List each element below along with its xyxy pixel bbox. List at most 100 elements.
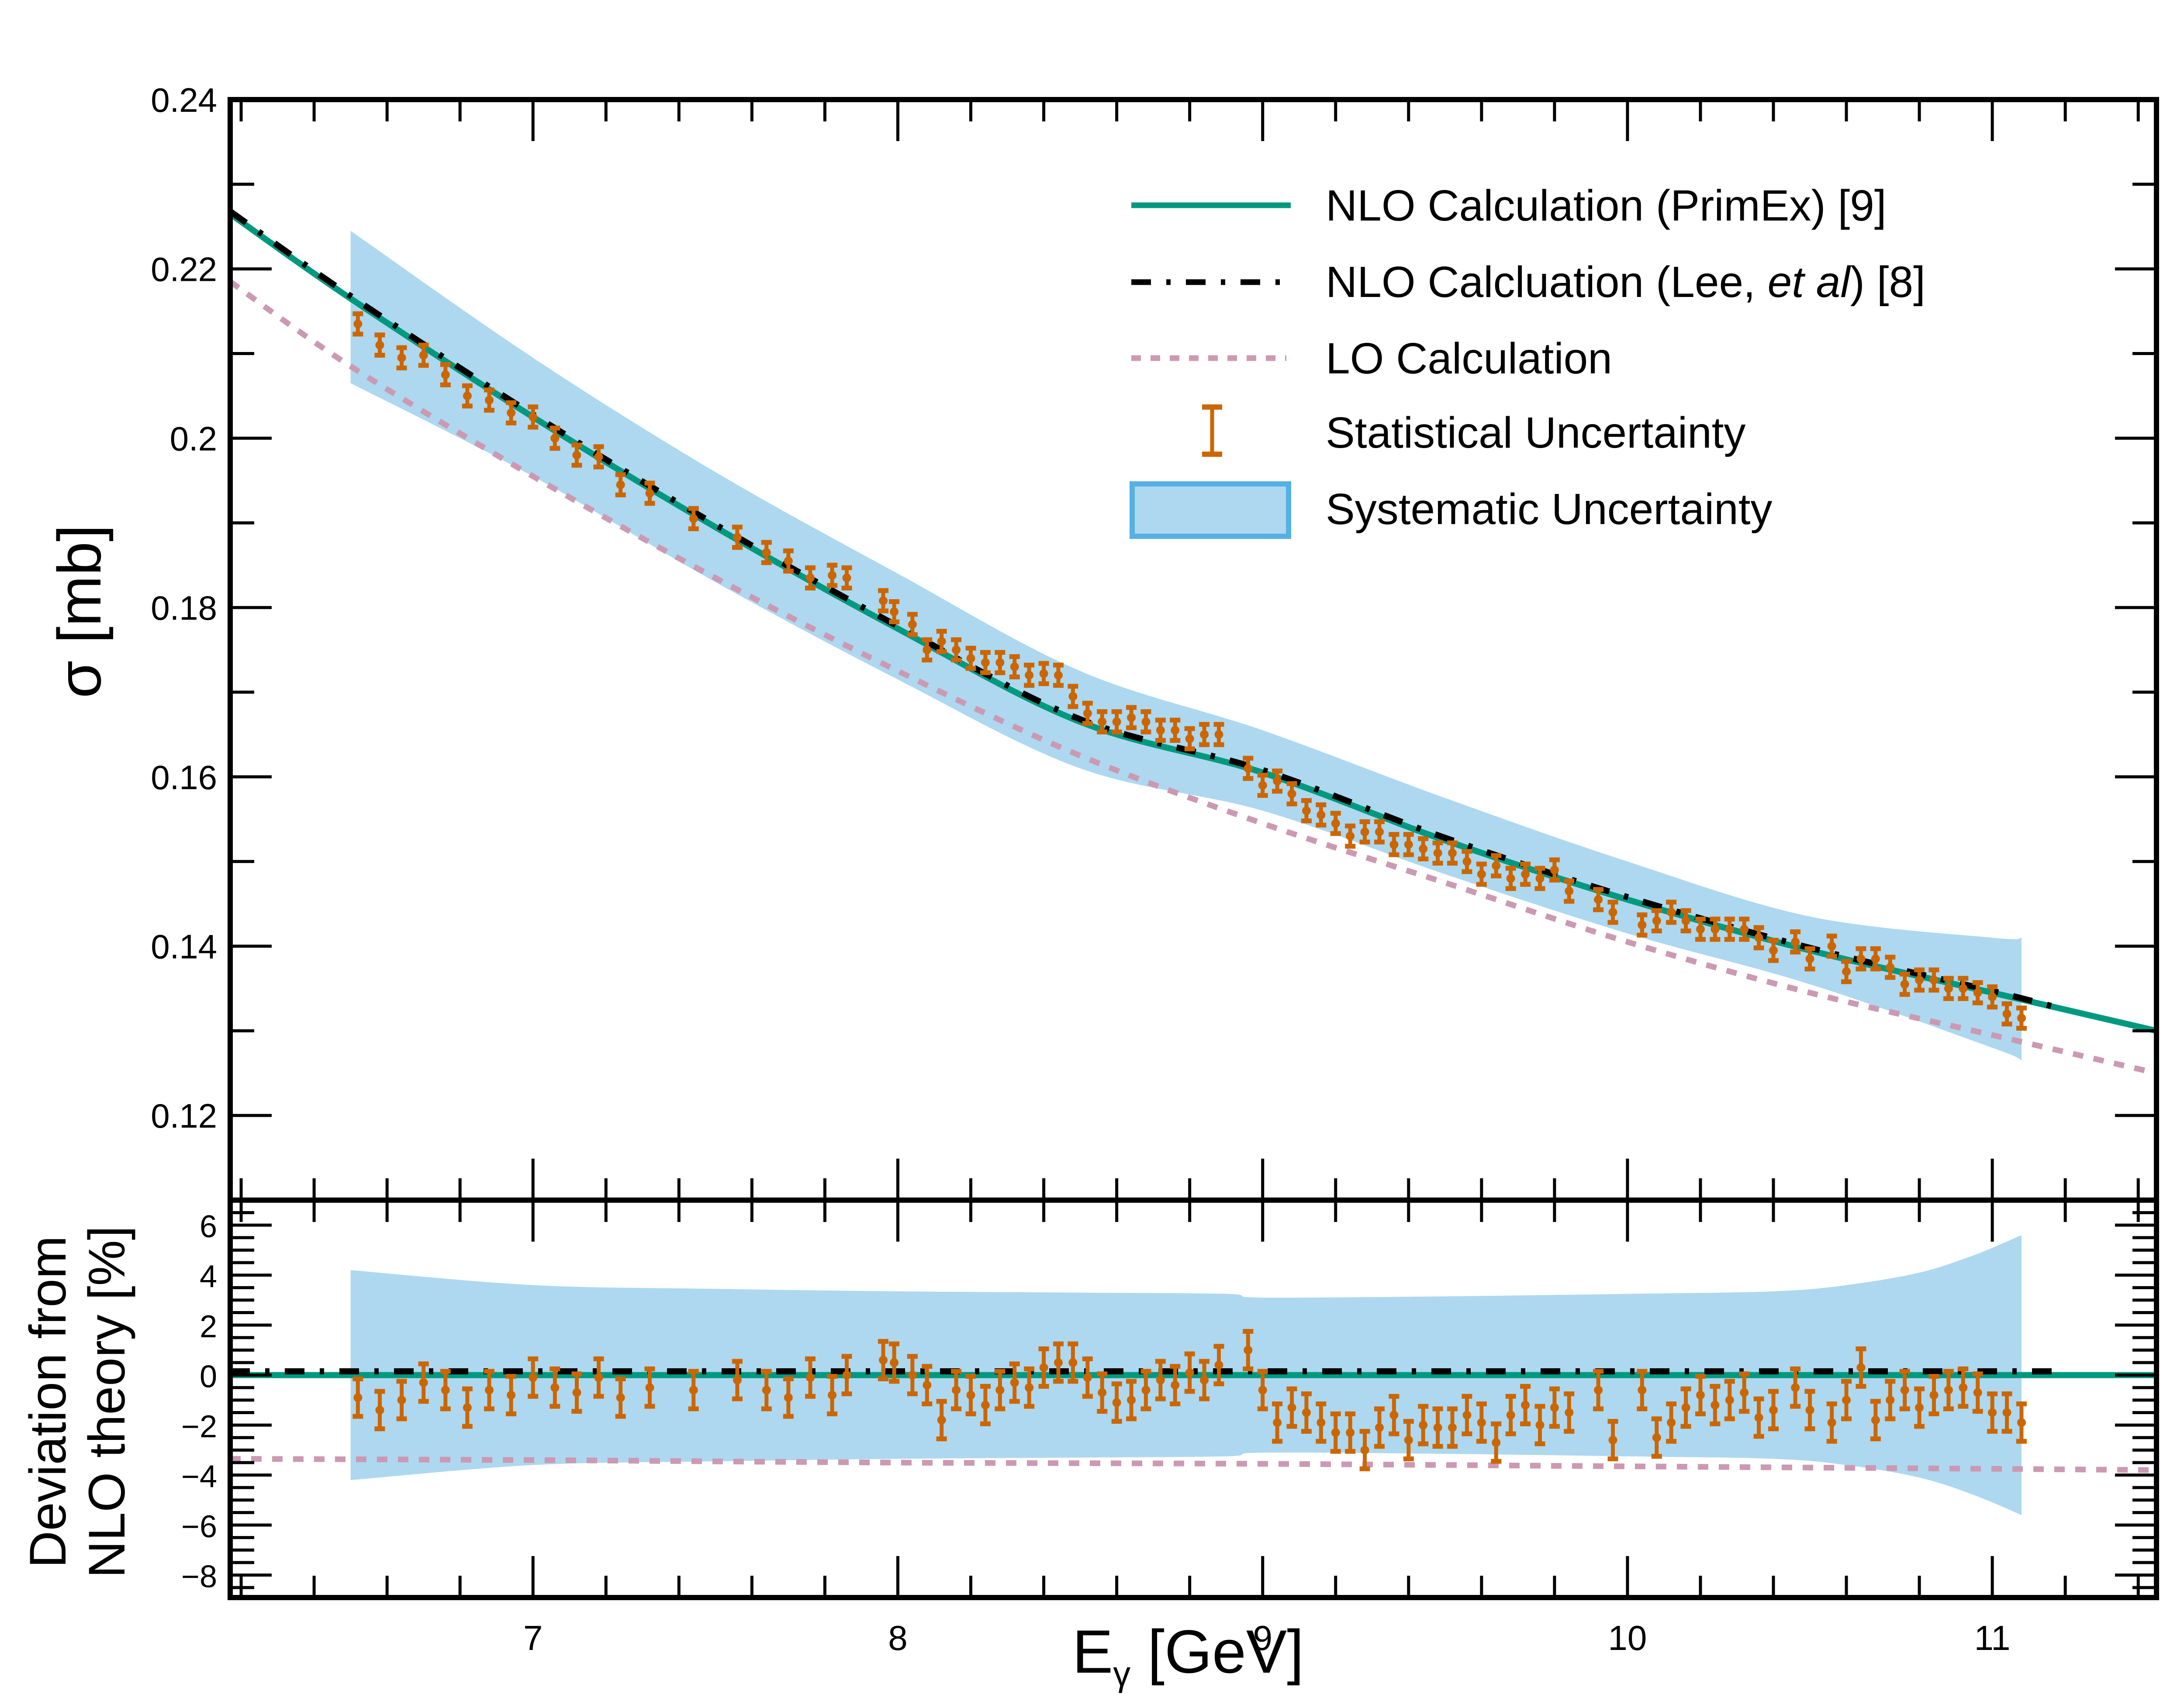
marker <box>908 620 917 629</box>
marker <box>1127 713 1136 722</box>
marker <box>1068 692 1078 701</box>
upper-data-point <box>1739 916 1750 942</box>
marker <box>1287 1403 1296 1412</box>
lower-data-point <box>1899 1369 1910 1412</box>
lower-data-point <box>1856 1346 1866 1389</box>
marker <box>2017 1014 2026 1023</box>
upper-systematic-band <box>350 231 2022 1061</box>
upper-nlo-primex-curve <box>228 211 2157 1034</box>
legend-label-nlo-lee-part-1: NLO Calcluation (Lee, <box>1326 258 1768 307</box>
legend-label-nlo-lee: NLO Calcluation (Lee, et al) [8] <box>1326 258 1925 307</box>
upper-data-point <box>1651 908 1662 934</box>
marker <box>419 351 428 360</box>
marker <box>966 1391 975 1400</box>
marker <box>1185 1368 1194 1377</box>
marker <box>1244 764 1253 773</box>
legend-swatch-errorbar-icon <box>1202 404 1222 457</box>
lower-data-point <box>965 1374 976 1416</box>
lower-data-point <box>1476 1401 1487 1444</box>
marker <box>890 607 899 616</box>
marker <box>1667 908 1676 917</box>
upper-data-point <box>1841 959 1852 984</box>
upper-data-point <box>1505 866 1516 891</box>
marker <box>441 370 450 379</box>
marker <box>1769 1405 1778 1415</box>
lower-data-point <box>1359 1429 1370 1471</box>
marker <box>995 1385 1005 1394</box>
upper-data-point <box>1885 955 1896 980</box>
marker <box>1506 874 1515 883</box>
top-mask <box>0 0 2184 97</box>
upper-data-point <box>352 311 363 337</box>
upper-data-point <box>1053 663 1064 688</box>
marker <box>1886 1395 1895 1405</box>
upper-data-point <box>1790 929 1801 955</box>
marker <box>616 480 625 489</box>
marker <box>1287 789 1296 798</box>
upper-data-point <box>1753 925 1764 950</box>
upper-data-point <box>1345 823 1356 849</box>
marker <box>689 514 698 523</box>
lower-data-point <box>1257 1369 1268 1412</box>
upper-data-point <box>732 525 743 550</box>
marker <box>1433 849 1442 858</box>
marker <box>485 1385 494 1394</box>
upper-data-point <box>1768 938 1779 963</box>
upper-data-point <box>1403 832 1414 857</box>
marker <box>784 1393 793 1402</box>
x-tick-label: 9 <box>1253 1619 1272 1657</box>
marker <box>806 1373 815 1382</box>
y-tick-label: 4 <box>200 1260 217 1294</box>
marker <box>375 341 384 350</box>
marker <box>1200 1376 1209 1385</box>
marker <box>1842 1395 1851 1405</box>
lower-data-point <box>936 1399 947 1442</box>
lower-data-point <box>1462 1394 1472 1436</box>
marker <box>890 1358 899 1367</box>
marker <box>507 1391 516 1400</box>
upper-data-point <box>528 404 539 430</box>
marker <box>1871 954 1880 963</box>
lower-y-axis-title-line-1: Deviation from <box>19 1236 77 1568</box>
marker <box>1900 980 1909 989</box>
marker <box>1973 1388 1982 1397</box>
lower-data-point <box>1804 1389 1815 1432</box>
legend-label-nlo-primex: NLO Calculation (PrimEx) [9] <box>1326 181 1887 230</box>
upper-data-point <box>965 645 976 671</box>
marker <box>1404 1436 1413 1445</box>
upper-data-point <box>1972 980 1983 1005</box>
marker <box>1521 870 1530 879</box>
upper-data-point <box>549 425 560 451</box>
upper-data-point <box>1447 840 1458 866</box>
marker <box>2002 1009 2011 1018</box>
marker <box>1827 942 1836 951</box>
marker <box>879 596 888 605</box>
upper-data-point <box>1462 849 1472 874</box>
upper-data-point <box>922 637 933 663</box>
lower-data-point <box>1724 1379 1735 1422</box>
marker <box>1973 988 1982 997</box>
lower-data-point <box>1695 1374 1706 1416</box>
upper-data-point <box>1593 887 1604 912</box>
lower-data-point <box>2001 1391 2012 1434</box>
marker <box>1112 1398 1121 1407</box>
lower-data-point <box>732 1359 743 1401</box>
upper-data-point <box>1272 768 1283 794</box>
lower-data-point <box>2016 1401 2027 1444</box>
upper-data-point <box>980 650 991 675</box>
x-tick-label: 8 <box>888 1619 908 1657</box>
upper-data-point <box>889 599 900 625</box>
marker <box>1565 887 1574 896</box>
marker <box>1886 963 1895 972</box>
marker <box>1331 819 1340 828</box>
lower-data-point <box>1972 1371 1983 1414</box>
upper-data-point <box>571 442 582 468</box>
upper-data-point <box>1695 916 1706 942</box>
marker <box>1462 1411 1472 1420</box>
marker <box>1652 1433 1661 1442</box>
marker <box>1156 726 1165 735</box>
lower-data-point <box>484 1369 495 1412</box>
lower-data-point <box>644 1366 655 1409</box>
upper-data-point <box>783 548 794 574</box>
marker <box>1010 662 1019 671</box>
